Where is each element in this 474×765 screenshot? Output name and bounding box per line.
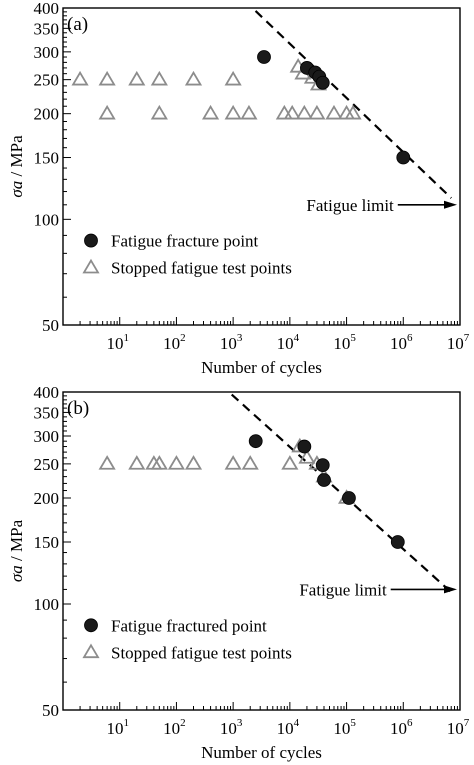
x-tick-label: 106 [390, 717, 413, 738]
stopped-test-point [150, 104, 168, 120]
y-tick-label: 150 [34, 149, 60, 168]
fatigue-limit-label: Fatigue limit [299, 580, 387, 599]
fracture-point [257, 50, 271, 64]
stopped-test-point [240, 104, 258, 120]
y-tick-label: 100 [34, 595, 60, 614]
panel-label: (a) [67, 14, 88, 35]
fit-line [227, 392, 452, 594]
x-axis-title: Number of cycles [201, 358, 322, 377]
y-axis-title: σa / MPa [7, 135, 26, 198]
y-tick-label: 350 [34, 19, 60, 38]
stopped-test-point [241, 455, 259, 470]
legend-marker [82, 643, 100, 659]
x-tick-label: 103 [220, 332, 243, 353]
x-tick-label: 101 [106, 717, 129, 738]
legend-label: Fatigue fractured point [111, 616, 267, 635]
fatigue-limit-label: Fatigue limit [306, 196, 394, 215]
x-tick-label: 105 [333, 717, 356, 738]
stopped-test-point [308, 104, 326, 120]
stopped-test-point [344, 104, 362, 120]
x-tick-label: 104 [277, 332, 300, 353]
x-tick-label: 106 [390, 332, 413, 353]
stopped-test-point [71, 70, 89, 86]
fatigue-limit-arrow-head [444, 585, 457, 594]
y-tick-label: 50 [42, 701, 59, 720]
y-tick-label: 300 [34, 427, 60, 446]
x-tick-label: 102 [163, 717, 186, 738]
x-tick-label: 104 [277, 717, 300, 738]
legend-marker [82, 258, 100, 274]
y-axis-title: σa / MPa [7, 519, 26, 582]
y-tick-label: 200 [34, 105, 60, 124]
stopped-test-point [283, 104, 301, 120]
fracture-point [317, 473, 331, 487]
stopped-test-point [184, 70, 203, 86]
x-tick-label: 105 [333, 332, 356, 353]
x-axis-title: Number of cycles [201, 743, 322, 762]
fracture-point [248, 434, 263, 449]
panel-a: 101 102 103 104 105 106 107 50 100 150 200 250 300 35… [7, 0, 470, 377]
stopped-test-point [298, 449, 316, 464]
panel-b: 101 102 103 104 105 106 107 50 100 150 200 250 300 35… [7, 383, 470, 762]
plot-frame [62, 391, 461, 711]
stopped-test-point [224, 455, 242, 470]
fit-line [250, 8, 452, 199]
x-tick-label: 103 [220, 717, 243, 738]
y-tick-label: 400 [34, 383, 60, 402]
y-tick-label: 400 [34, 0, 60, 18]
fracture-point [342, 491, 356, 505]
stopped-test-point [98, 455, 116, 470]
y-tick-label: 50 [42, 316, 59, 335]
stopped-test-point [150, 455, 168, 470]
fracture-point [396, 150, 411, 165]
x-tick-label: 102 [163, 332, 186, 353]
stopped-test-point [128, 455, 146, 470]
x-tick-label: 107 [447, 332, 470, 353]
x-tick-label: 107 [447, 717, 470, 738]
stopped-test-point [98, 104, 116, 120]
y-tick-label: 200 [34, 489, 60, 508]
y-tick-label: 100 [34, 210, 60, 229]
stopped-test-point [281, 455, 299, 470]
y-tick-label: 250 [34, 455, 60, 474]
stopped-test-point [184, 455, 203, 470]
y-tick-label: 150 [34, 533, 60, 552]
y-tick-label: 300 [34, 43, 60, 62]
stopped-test-point [128, 70, 146, 86]
legend-marker [84, 233, 98, 248]
stopped-test-point [325, 104, 343, 120]
fatigue-limit-arrow-head [444, 200, 457, 209]
stopped-test-point [202, 104, 220, 120]
stopped-test-point [295, 104, 313, 120]
panel-label: (b) [67, 398, 89, 419]
fracture-point [297, 439, 312, 454]
y-tick-label: 350 [34, 403, 60, 422]
stopped-test-point [150, 70, 168, 86]
stopped-test-point [224, 104, 242, 120]
legend-label: Stopped fatigue test points [111, 643, 292, 662]
legend-label: Stopped fatigue test points [111, 259, 292, 278]
fracture-point [390, 535, 405, 549]
x-tick-label: 101 [106, 332, 129, 353]
stopped-test-point [98, 70, 116, 86]
legend-marker [84, 618, 98, 633]
plot-frame [62, 7, 461, 326]
fracture-point [315, 458, 330, 473]
legend-label: Fatigue fracture point [111, 232, 259, 251]
stopped-test-point [224, 70, 242, 86]
stopped-test-point [167, 455, 186, 470]
y-tick-label: 250 [34, 71, 60, 90]
fracture-point [315, 75, 330, 90]
